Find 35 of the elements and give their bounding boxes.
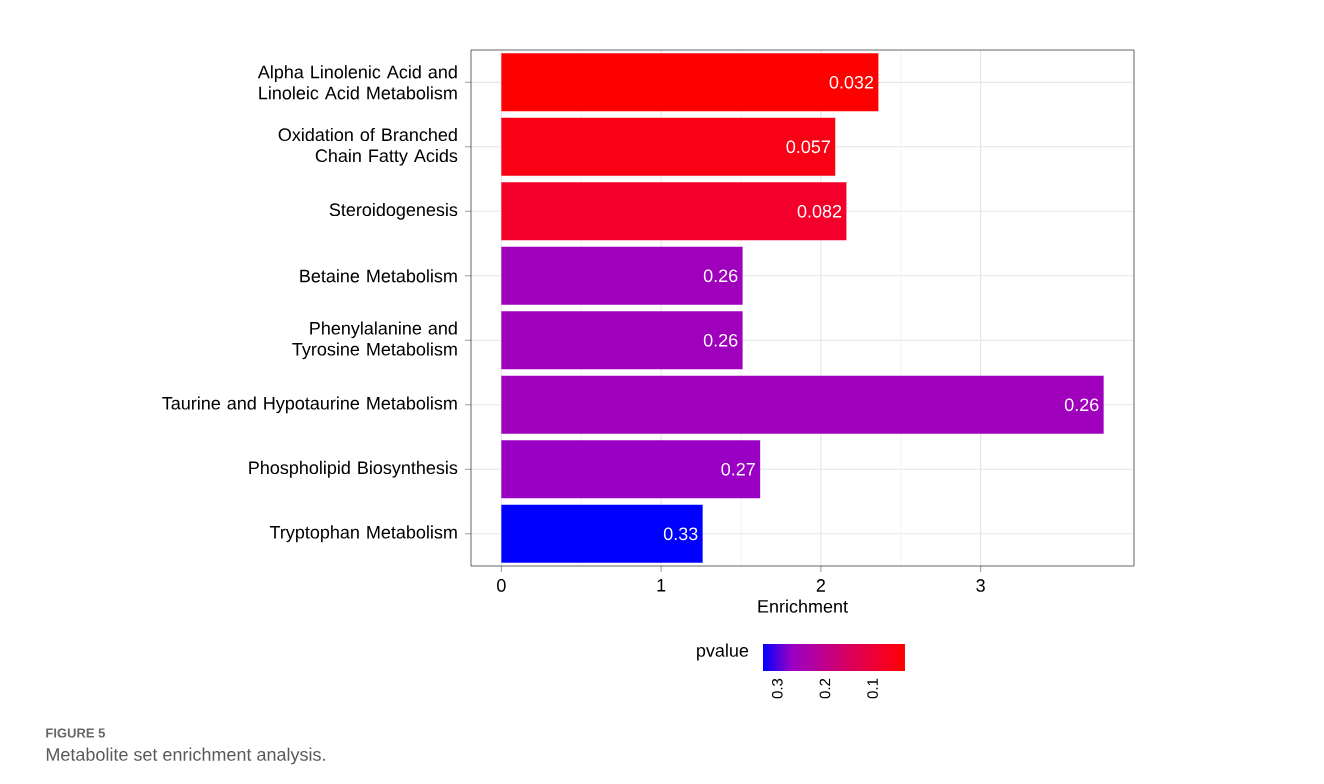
bar [501,440,761,499]
x-tick-label: 0 [497,579,506,592]
color-bar-title: pvalue [697,643,749,661]
bar [501,375,1104,434]
x-tick-label: 1 [657,579,666,592]
y-tick-label: Tryptophan Metabolism [269,525,457,543]
y-tick-label: Betaine Metabolism [300,269,457,283]
bar [501,246,743,305]
y-tick-label: Steroidogenesis [329,202,458,220]
annotation: 0.26 [1064,398,1099,412]
annotation: 0.33 [663,527,698,541]
annotation: 0.27 [721,462,755,476]
bar [501,117,836,176]
bar [501,53,879,112]
caption: FIGURE 5 [46,728,105,738]
x-tick-label: 2 [816,579,825,592]
bar [501,504,703,563]
color-bar-label: 0.2 [819,678,831,699]
annotation: 0.082 [797,204,842,218]
annotation: 0.032 [829,75,874,89]
y-tick-label: Phospholipid Biosynthesis [249,460,458,478]
annotation: 0.26 [703,269,738,283]
x-axis-title: Enrichment [758,599,848,613]
bar [501,182,847,241]
y-tick-label: Taurine and Hypotaurine Metabolism [162,396,457,414]
color-bar-label: 0.3 [771,678,783,699]
color-bar-label: 0.1 [867,678,878,699]
annotation: 0.057 [786,140,830,154]
annotation: 0.26 [703,333,738,347]
y-tick-label: Phenylalanine and Tyrosine Metabolism [292,321,457,360]
bar [501,311,743,370]
x-tick-label: 3 [976,579,985,592]
y-tick-label: Alpha Linolenic Acid and Linoleic Acid Metabolism [257,65,457,100]
y-tick-label: Oxidation of Branched Chain Fatty Acids [278,127,458,166]
text: Metabolite set enrichment analysis. [46,747,325,765]
